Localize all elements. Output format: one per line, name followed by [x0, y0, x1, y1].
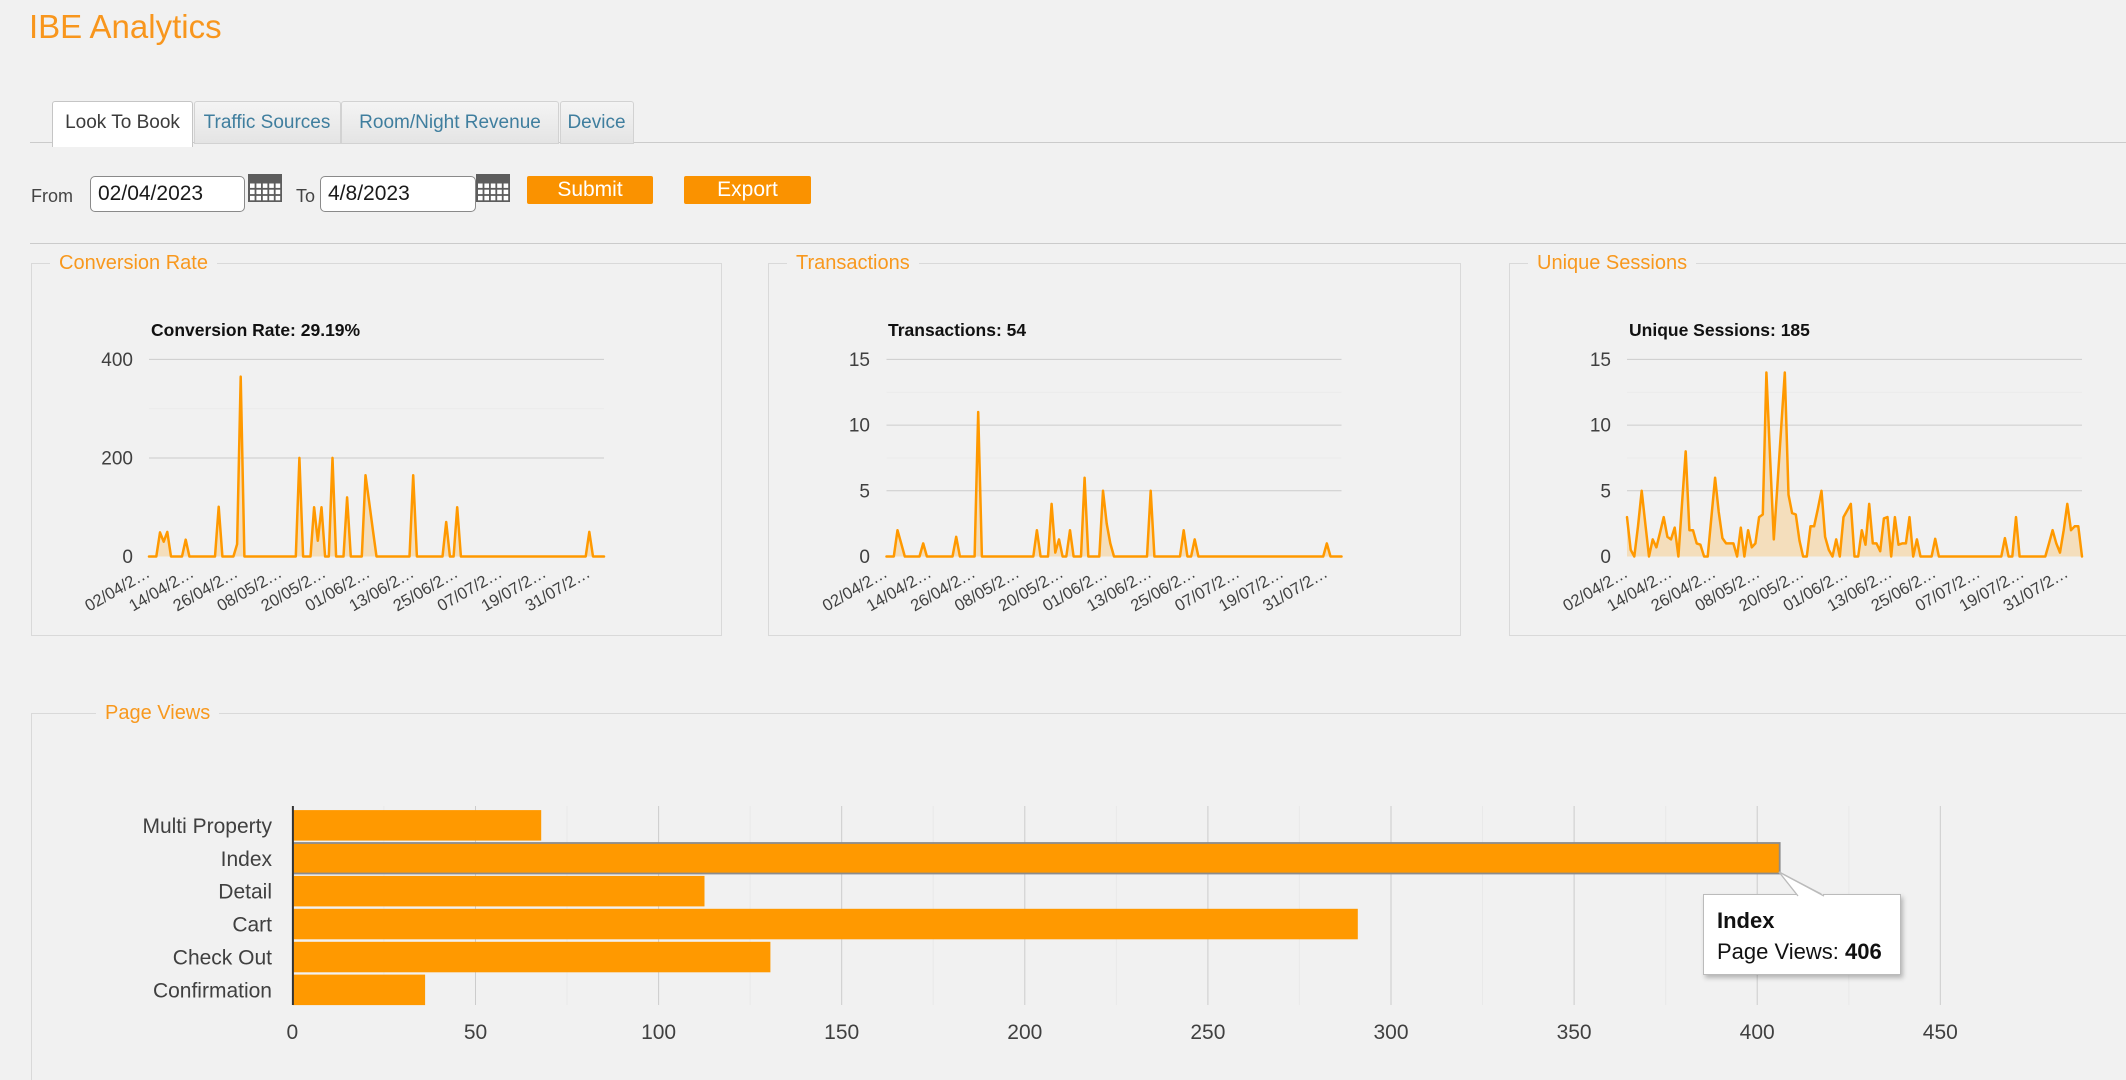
svg-text:150: 150: [824, 1021, 859, 1044]
svg-text:100: 100: [641, 1021, 676, 1044]
svg-text:350: 350: [1557, 1021, 1592, 1044]
svg-text:400: 400: [101, 350, 133, 371]
svg-text:0: 0: [859, 547, 870, 568]
svg-text:400: 400: [1740, 1021, 1775, 1044]
svg-text:Page Views: 406: Page Views: 406: [1717, 939, 1882, 964]
svg-text:200: 200: [1007, 1021, 1042, 1044]
svg-text:250: 250: [1190, 1021, 1225, 1044]
svg-text:0: 0: [122, 547, 133, 568]
svg-text:Unique Sessions: 185: Unique Sessions: 185: [1629, 320, 1810, 340]
svg-text:5: 5: [859, 481, 870, 502]
svg-text:450: 450: [1923, 1021, 1958, 1044]
svg-text:Check Out: Check Out: [173, 947, 272, 970]
svg-text:Transactions: 54: Transactions: 54: [888, 320, 1026, 340]
svg-text:Index: Index: [1717, 908, 1775, 933]
svg-text:Conversion Rate: 29.19%: Conversion Rate: 29.19%: [151, 320, 361, 340]
svg-text:Detail: Detail: [218, 881, 272, 904]
svg-text:0: 0: [287, 1021, 299, 1044]
svg-text:300: 300: [1373, 1021, 1408, 1044]
svg-text:200: 200: [101, 448, 133, 469]
svg-text:Multi Property: Multi Property: [142, 815, 272, 838]
svg-text:Confirmation: Confirmation: [153, 979, 272, 1002]
svg-text:15: 15: [849, 350, 870, 371]
svg-text:0: 0: [1600, 547, 1611, 568]
svg-text:50: 50: [464, 1021, 487, 1044]
svg-text:Index: Index: [221, 848, 273, 871]
svg-text:Cart: Cart: [232, 914, 272, 937]
svg-text:10: 10: [849, 416, 870, 437]
svg-text:10: 10: [1590, 416, 1611, 437]
svg-text:15: 15: [1590, 350, 1611, 371]
svg-text:5: 5: [1600, 481, 1611, 502]
